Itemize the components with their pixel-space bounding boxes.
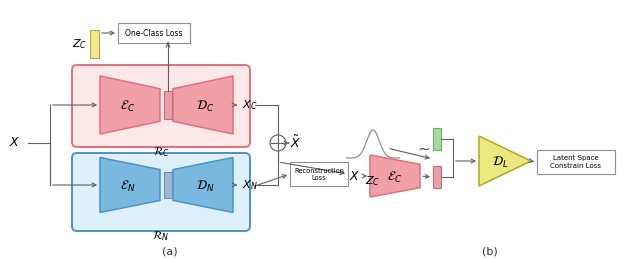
Text: Latent Space: Latent Space: [553, 155, 599, 161]
Text: $Z_C$: $Z_C$: [365, 174, 381, 188]
Text: Constrain Loss: Constrain Loss: [550, 163, 602, 169]
Text: $\mathcal{D}_N$: $\mathcal{D}_N$: [196, 178, 214, 193]
Polygon shape: [479, 136, 531, 186]
Bar: [118, 23, 190, 43]
Polygon shape: [173, 76, 233, 134]
Polygon shape: [100, 157, 160, 212]
Text: $\mathcal{D}_C$: $\mathcal{D}_C$: [196, 98, 214, 113]
Text: (b): (b): [482, 247, 498, 257]
Text: $\mathcal{E}_N$: $\mathcal{E}_N$: [120, 178, 136, 193]
Text: $\tilde{X}$: $\tilde{X}$: [290, 135, 301, 151]
Bar: [433, 166, 441, 188]
Text: $\mathcal{E}_C$: $\mathcal{E}_C$: [120, 98, 136, 113]
Text: Loss: Loss: [312, 175, 326, 181]
Bar: [164, 91, 172, 119]
Bar: [537, 150, 615, 174]
Text: $\mathcal{E}_C$: $\mathcal{E}_C$: [387, 169, 403, 185]
Polygon shape: [173, 157, 233, 212]
FancyBboxPatch shape: [72, 65, 250, 147]
Polygon shape: [370, 155, 420, 197]
Text: $X_C$: $X_C$: [242, 98, 257, 112]
Text: $Z_C$: $Z_C$: [72, 37, 87, 51]
Polygon shape: [100, 76, 160, 134]
Text: One-Class Loss: One-Class Loss: [125, 28, 183, 38]
Text: $\sim$: $\sim$: [415, 140, 431, 155]
Text: $\mathcal{R}_C$: $\mathcal{R}_C$: [152, 145, 170, 159]
Text: $\mathcal{D}_L$: $\mathcal{D}_L$: [492, 154, 508, 170]
Text: Reconstruction: Reconstruction: [294, 168, 344, 174]
Bar: [290, 162, 348, 186]
Bar: [433, 128, 441, 150]
Text: (a): (a): [162, 247, 178, 257]
Bar: [90, 30, 99, 58]
Text: $X$: $X$: [349, 169, 360, 183]
Text: $\mathcal{R}_N$: $\mathcal{R}_N$: [152, 229, 170, 243]
Bar: [164, 172, 172, 198]
Text: $X$: $X$: [9, 136, 20, 149]
Text: $X_N$: $X_N$: [242, 178, 258, 192]
FancyBboxPatch shape: [72, 153, 250, 231]
